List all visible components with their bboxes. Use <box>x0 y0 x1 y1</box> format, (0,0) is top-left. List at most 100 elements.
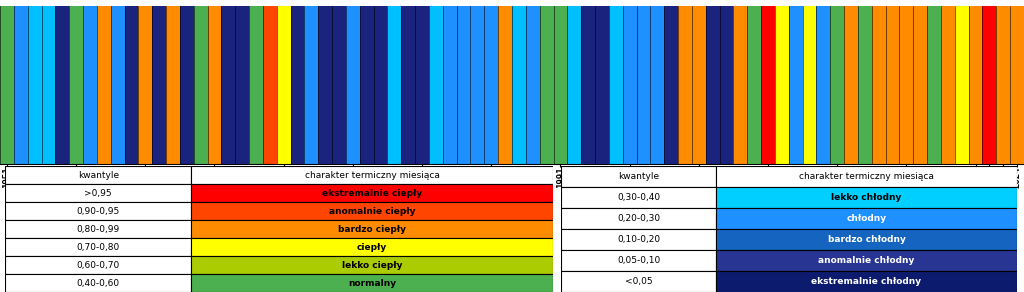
Bar <box>191 274 553 292</box>
Bar <box>716 229 1017 250</box>
Bar <box>982 6 996 164</box>
Bar <box>191 202 553 220</box>
Bar <box>5 274 191 292</box>
Bar <box>194 6 208 164</box>
Text: kwantyle: kwantyle <box>618 172 659 181</box>
Bar <box>748 6 761 164</box>
Bar <box>716 250 1017 271</box>
Bar <box>512 6 526 164</box>
Bar <box>5 238 191 256</box>
Bar <box>954 6 969 164</box>
Bar <box>678 6 692 164</box>
Bar <box>180 6 194 164</box>
Bar <box>191 184 553 202</box>
Bar <box>858 6 871 164</box>
Bar <box>816 6 830 164</box>
Bar <box>191 166 553 184</box>
Bar <box>886 6 899 164</box>
Bar <box>346 6 359 164</box>
Bar <box>263 6 276 164</box>
Bar <box>28 6 42 164</box>
Bar <box>1010 6 1024 164</box>
Bar <box>871 6 886 164</box>
Bar <box>429 6 442 164</box>
Bar <box>166 6 180 164</box>
Bar <box>554 6 567 164</box>
Bar <box>716 166 1017 187</box>
Bar <box>5 256 191 274</box>
Bar <box>97 6 111 164</box>
Text: 0,90-0,95: 0,90-0,95 <box>77 207 120 216</box>
Bar <box>706 6 720 164</box>
Bar <box>5 166 191 184</box>
Bar <box>733 6 748 164</box>
Bar <box>401 6 415 164</box>
Bar <box>387 6 401 164</box>
Bar <box>153 6 166 164</box>
Bar <box>374 6 387 164</box>
Bar <box>927 6 941 164</box>
Text: 0,10-0,20: 0,10-0,20 <box>617 235 660 244</box>
Text: 0,60-0,70: 0,60-0,70 <box>77 260 120 270</box>
Text: anomalnie ciepły: anomalnie ciepły <box>329 207 416 216</box>
Bar <box>716 208 1017 229</box>
Text: ciepły: ciepły <box>357 243 387 252</box>
Bar <box>561 229 716 250</box>
Bar <box>276 6 291 164</box>
Bar <box>291 6 304 164</box>
Bar <box>761 6 775 164</box>
Bar <box>42 6 55 164</box>
Bar <box>221 6 236 164</box>
Bar <box>609 6 623 164</box>
Bar <box>941 6 954 164</box>
Text: ekstremalnie chłodny: ekstremalnie chłodny <box>811 277 922 286</box>
Bar <box>540 6 554 164</box>
Text: charakter termiczny miesiąca: charakter termiczny miesiąca <box>305 171 439 180</box>
Bar <box>665 6 678 164</box>
Bar <box>561 271 716 292</box>
Bar <box>111 6 125 164</box>
Bar <box>83 6 97 164</box>
Text: bardzo ciepły: bardzo ciepły <box>338 225 407 234</box>
Text: 0,30-0,40: 0,30-0,40 <box>617 193 660 202</box>
Bar <box>484 6 498 164</box>
Bar <box>208 6 221 164</box>
Text: charakter termiczny miesiąca: charakter termiczny miesiąca <box>799 172 934 181</box>
Bar <box>5 220 191 238</box>
Bar <box>650 6 665 164</box>
Text: lekko ciepły: lekko ciepły <box>342 260 402 270</box>
Bar <box>457 6 470 164</box>
Bar <box>830 6 844 164</box>
Bar <box>249 6 263 164</box>
Bar <box>55 6 70 164</box>
Bar <box>996 6 1010 164</box>
Text: anomalnie chłodny: anomalnie chłodny <box>818 256 914 265</box>
Bar <box>716 187 1017 208</box>
Text: kwantyle: kwantyle <box>78 171 119 180</box>
Bar <box>844 6 858 164</box>
Bar <box>470 6 484 164</box>
Text: 0,70-0,80: 0,70-0,80 <box>77 243 120 252</box>
Bar <box>561 187 716 208</box>
Bar <box>803 6 816 164</box>
Bar <box>567 6 582 164</box>
Text: 0,05-0,10: 0,05-0,10 <box>617 256 660 265</box>
Bar <box>561 166 716 187</box>
Bar <box>332 6 346 164</box>
Text: 0,80-0,99: 0,80-0,99 <box>77 225 120 234</box>
Bar <box>70 6 83 164</box>
Text: bardzo chłodny: bardzo chłodny <box>827 235 905 244</box>
Bar <box>318 6 332 164</box>
Bar <box>913 6 927 164</box>
Bar <box>720 6 733 164</box>
Text: normalny: normalny <box>348 279 396 288</box>
Bar <box>442 6 457 164</box>
Bar <box>304 6 318 164</box>
Bar <box>415 6 429 164</box>
Bar <box>623 6 637 164</box>
Text: <0,05: <0,05 <box>625 277 652 286</box>
Bar <box>899 6 913 164</box>
Bar <box>138 6 153 164</box>
Bar <box>788 6 803 164</box>
Text: lekko chłodny: lekko chłodny <box>831 193 902 202</box>
